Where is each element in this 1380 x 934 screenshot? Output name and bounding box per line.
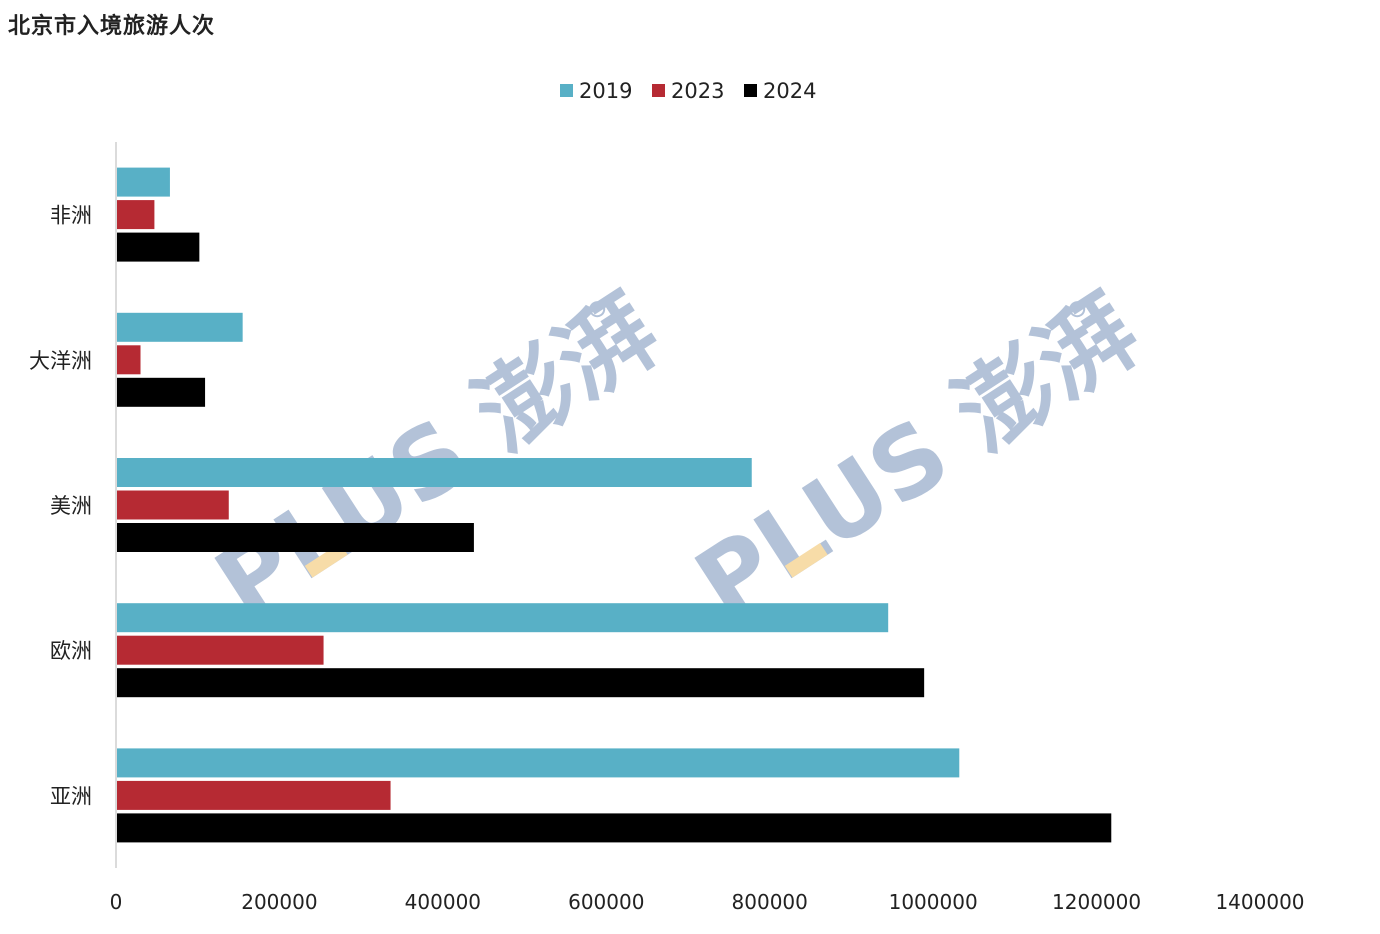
watermark-1: PLUS 澎湃 [197,274,678,641]
watermark-registered-mark [589,301,606,318]
x-tick-label: 800000 [732,890,808,914]
bar-2024-非洲 [117,232,200,262]
category-label: 非洲 [50,204,92,228]
x-tick-label: 400000 [405,890,481,914]
bar-2019-欧洲 [117,603,889,633]
bar-2023-美洲 [117,490,229,520]
bar-2023-欧洲 [117,635,324,665]
bar-2019-大洋洲 [117,312,243,342]
watermark-registered-mark [1069,301,1086,318]
bar-2024-亚洲 [117,813,1112,843]
x-tick-label: 0 [110,890,123,914]
category-label: 欧洲 [50,639,92,663]
bar-2024-美洲 [117,523,474,552]
bar-2024-大洋洲 [117,377,206,407]
bar-2019-美洲 [117,458,752,487]
category-label: 大洋洲 [29,349,92,373]
bar-2023-非洲 [117,200,155,230]
bar-2019-非洲 [117,167,170,197]
watermark-text: PLUS 澎湃 [197,274,678,641]
bar-2019-亚洲 [117,748,960,778]
legend-swatch-2023 [652,84,665,97]
x-tick-label: 1000000 [889,890,978,914]
x-tick-label: 1400000 [1215,890,1304,914]
chart-title: 北京市入境旅游人次 [8,14,216,39]
x-tick-label: 1200000 [1052,890,1141,914]
watermark-accent [784,542,828,578]
watermark-2: PLUS 澎湃 [677,274,1158,641]
category-label: 美洲 [50,494,92,518]
category-label: 亚洲 [50,784,92,808]
legend-swatch-2024 [744,84,757,97]
x-tick-label: 600000 [568,890,644,914]
legend-label-2024: 2024 [763,79,816,103]
legend-swatch-2019 [560,84,573,97]
bar-2023-亚洲 [117,780,391,810]
bar-2024-欧洲 [117,668,925,698]
bar-2023-大洋洲 [117,345,141,375]
x-tick-label: 200000 [241,890,317,914]
legend-label-2019: 2019 [579,79,632,103]
watermark-text: PLUS 澎湃 [677,274,1158,641]
legend-label-2023: 2023 [671,79,724,103]
